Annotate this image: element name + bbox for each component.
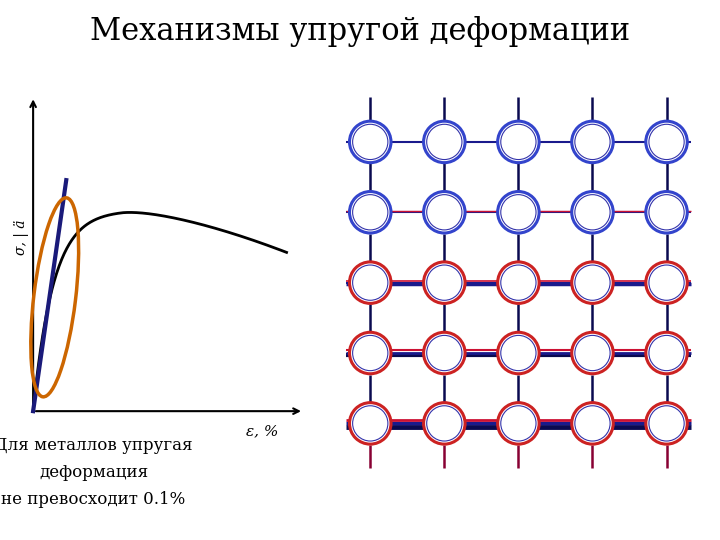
- Text: Для металлов упругая: Для металлов упругая: [0, 437, 193, 454]
- Circle shape: [572, 403, 613, 444]
- Circle shape: [423, 121, 465, 163]
- Circle shape: [349, 403, 391, 444]
- Circle shape: [423, 332, 465, 374]
- Circle shape: [349, 332, 391, 374]
- Text: Механизмы упругой деформации: Механизмы упругой деформации: [90, 16, 630, 47]
- Circle shape: [646, 121, 688, 163]
- Circle shape: [572, 332, 613, 374]
- Circle shape: [349, 121, 391, 163]
- Circle shape: [646, 192, 688, 233]
- Circle shape: [498, 262, 539, 303]
- Circle shape: [572, 262, 613, 303]
- Text: σ, | ä: σ, | ä: [14, 219, 29, 255]
- Circle shape: [498, 403, 539, 444]
- Circle shape: [498, 332, 539, 374]
- Circle shape: [349, 192, 391, 233]
- Text: деформация: деформация: [39, 464, 148, 481]
- Circle shape: [349, 262, 391, 303]
- Circle shape: [423, 403, 465, 444]
- Text: не превосходит 0.1%: не превосходит 0.1%: [1, 491, 186, 508]
- Circle shape: [646, 403, 688, 444]
- Circle shape: [646, 332, 688, 374]
- Circle shape: [498, 192, 539, 233]
- Circle shape: [498, 121, 539, 163]
- Circle shape: [423, 262, 465, 303]
- Circle shape: [423, 192, 465, 233]
- Text: ε, %: ε, %: [246, 424, 279, 438]
- Circle shape: [572, 192, 613, 233]
- Circle shape: [572, 121, 613, 163]
- Circle shape: [646, 262, 688, 303]
